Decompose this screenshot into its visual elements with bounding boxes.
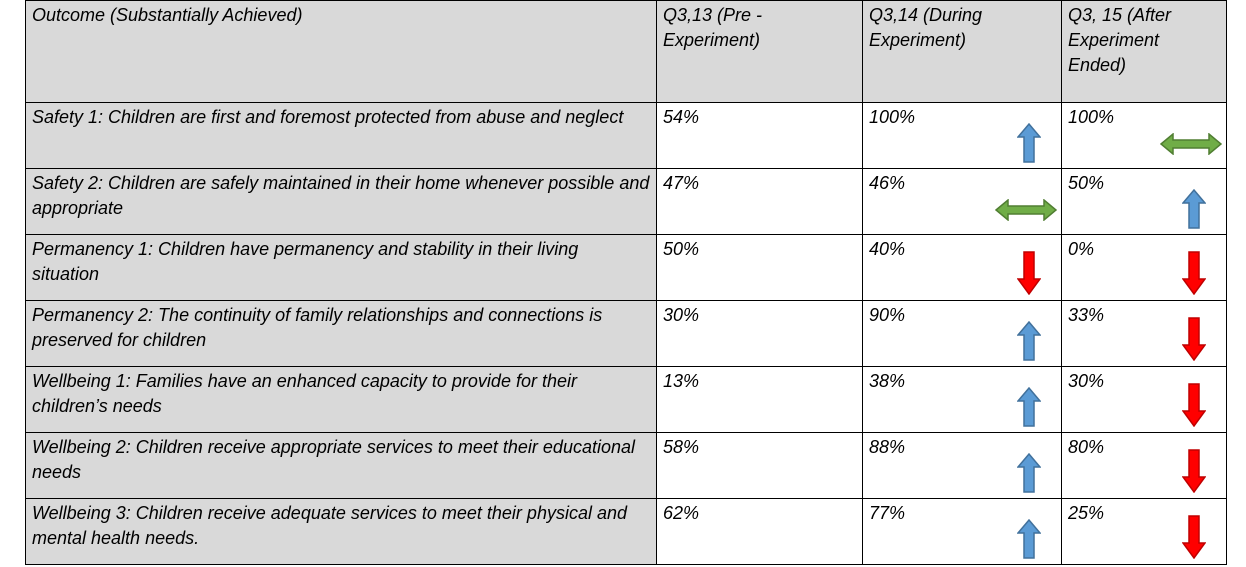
table-row: Safety 1: Children are first and foremos… bbox=[25, 102, 1227, 169]
arrow-shape bbox=[1160, 133, 1222, 155]
down-arrow bbox=[1182, 317, 1206, 361]
up-arrow bbox=[1182, 189, 1206, 229]
value-cell: 50% bbox=[1061, 168, 1227, 235]
table-row: Wellbeing 1: Families have an enhanced c… bbox=[25, 366, 1227, 433]
value-cell: 88% bbox=[862, 432, 1062, 499]
up-arrow bbox=[1017, 519, 1041, 559]
value-cell: 80% bbox=[1061, 432, 1227, 499]
table-row: Permanency 2: The continuity of family r… bbox=[25, 300, 1227, 367]
down-arrow bbox=[1182, 449, 1206, 493]
table-row: Wellbeing 3: Children receive adequate s… bbox=[25, 498, 1227, 565]
value-cell: 54% bbox=[656, 102, 863, 169]
outcome-table: Outcome (Substantially Achieved) Q3,13 (P… bbox=[25, 0, 1227, 565]
arrow-shape bbox=[995, 199, 1057, 221]
value-cell: 38% bbox=[862, 366, 1062, 433]
up-arrow bbox=[1017, 387, 1041, 427]
header-cell: Q3, 15 (After Experiment Ended) bbox=[1061, 0, 1227, 103]
header-cell: Q3,14 (During Experiment) bbox=[862, 0, 1062, 103]
outcome-cell: Safety 2: Children are safely maintained… bbox=[25, 168, 657, 235]
value-cell: 46% bbox=[862, 168, 1062, 235]
value-cell: 40% bbox=[862, 234, 1062, 301]
outcome-cell: Safety 1: Children are first and foremos… bbox=[25, 102, 657, 169]
outcome-cell: Permanency 1: Children have permanency a… bbox=[25, 234, 657, 301]
value-cell: 30% bbox=[1061, 366, 1227, 433]
value-cell: 33% bbox=[1061, 300, 1227, 367]
up-arrow bbox=[1017, 123, 1041, 163]
outcome-cell: Permanency 2: The continuity of family r… bbox=[25, 300, 657, 367]
down-arrow bbox=[1017, 251, 1041, 295]
outcome-cell: Wellbeing 1: Families have an enhanced c… bbox=[25, 366, 657, 433]
arrow-shape bbox=[1182, 383, 1206, 427]
value-cell: 47% bbox=[656, 168, 863, 235]
arrow-shape bbox=[1182, 449, 1206, 493]
arrow-shape bbox=[1017, 251, 1041, 295]
outcome-cell: Wellbeing 2: Children receive appropriat… bbox=[25, 432, 657, 499]
arrow-shape bbox=[1017, 519, 1041, 559]
down-arrow bbox=[1182, 383, 1206, 427]
value-cell: 62% bbox=[656, 498, 863, 565]
arrow-shape bbox=[1182, 189, 1206, 229]
arrow-shape bbox=[1182, 317, 1206, 361]
both-arrow bbox=[1160, 133, 1222, 155]
value-cell: 0% bbox=[1061, 234, 1227, 301]
value-cell: 25% bbox=[1061, 498, 1227, 565]
arrow-shape bbox=[1017, 453, 1041, 493]
header-row: Outcome (Substantially Achieved) Q3,13 (P… bbox=[25, 0, 1227, 103]
down-arrow bbox=[1182, 515, 1206, 559]
table-row: Safety 2: Children are safely maintained… bbox=[25, 168, 1227, 235]
up-arrow bbox=[1017, 321, 1041, 361]
up-arrow bbox=[1017, 453, 1041, 493]
table-row: Permanency 1: Children have permanency a… bbox=[25, 234, 1227, 301]
value-cell: 100% bbox=[862, 102, 1062, 169]
arrow-shape bbox=[1182, 251, 1206, 295]
table-body: Outcome (Substantially Achieved) Q3,13 (P… bbox=[25, 0, 1227, 565]
value-cell: 90% bbox=[862, 300, 1062, 367]
value-cell: 77% bbox=[862, 498, 1062, 565]
both-arrow bbox=[995, 199, 1057, 221]
value-cell: 50% bbox=[656, 234, 863, 301]
down-arrow bbox=[1182, 251, 1206, 295]
header-cell: Outcome (Substantially Achieved) bbox=[25, 0, 657, 103]
value-cell: 30% bbox=[656, 300, 863, 367]
outcome-cell: Wellbeing 3: Children receive adequate s… bbox=[25, 498, 657, 565]
value-cell: 13% bbox=[656, 366, 863, 433]
arrow-shape bbox=[1017, 387, 1041, 427]
arrow-shape bbox=[1017, 321, 1041, 361]
value-cell: 100% bbox=[1061, 102, 1227, 169]
arrow-shape bbox=[1017, 123, 1041, 163]
value-cell: 58% bbox=[656, 432, 863, 499]
table-row: Wellbeing 2: Children receive appropriat… bbox=[25, 432, 1227, 499]
header-cell: Q3,13 (Pre - Experiment) bbox=[656, 0, 863, 103]
arrow-shape bbox=[1182, 515, 1206, 559]
